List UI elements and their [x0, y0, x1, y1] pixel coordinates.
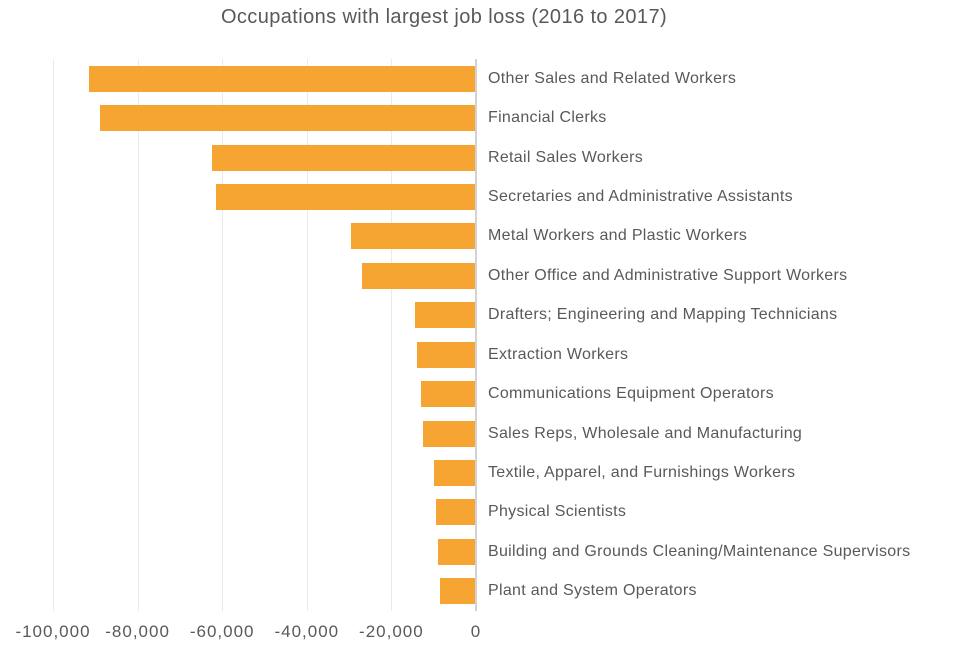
zero-axis-line	[475, 59, 477, 611]
category-label: Sales Reps, Wholesale and Manufacturing	[488, 424, 803, 442]
bar-2	[99, 105, 476, 132]
bar-4	[215, 183, 476, 210]
bar-row	[53, 571, 476, 610]
category-labels-column: Other Sales and Related Workers Financial…	[488, 59, 910, 611]
bar-row	[53, 335, 476, 374]
category-label: Building and Grounds Cleaning/Maintenanc…	[488, 542, 911, 560]
bar-series	[53, 59, 476, 611]
bar-row	[53, 177, 476, 216]
category-label: Extraction Workers	[488, 345, 629, 363]
category-label: Plant and System Operators	[488, 582, 697, 600]
bar-row	[53, 256, 476, 295]
x-axis-tick-label: -100,000	[15, 622, 91, 641]
bar-12	[435, 499, 476, 526]
bar-1	[88, 65, 476, 92]
bar-row	[53, 59, 476, 98]
bar-9	[421, 381, 476, 408]
category-label: Drafters; Engineering and Mapping Techni…	[488, 306, 838, 324]
bar-row	[53, 296, 476, 335]
category-label: Other Sales and Related Workers	[488, 69, 737, 87]
gridline	[53, 59, 54, 611]
category-label: Metal Workers and Plastic Workers	[488, 227, 748, 245]
category-label: Textile, Apparel, and Furnishings Worker…	[488, 463, 796, 481]
bar-row	[53, 414, 476, 453]
bar-row	[53, 493, 476, 532]
bar-row	[53, 532, 476, 571]
bar-7	[414, 302, 476, 329]
category-label: Retail Sales Workers	[488, 148, 644, 166]
gridline	[306, 59, 308, 611]
x-axis-tick-label: -40,000	[274, 622, 340, 641]
chart-title: Occupations with largest job loss (2016 …	[220, 6, 668, 28]
x-axis: -100,000 -80,000 -60,000 -40,000 -20,000 0	[15, 611, 480, 653]
chart-body: Other Sales and Related Workers Financial…	[53, 59, 960, 611]
bar-14	[440, 578, 476, 605]
gridline	[222, 59, 224, 611]
bar-3	[211, 144, 476, 171]
bar-row	[53, 138, 476, 177]
bar-11	[433, 459, 476, 486]
category-label: Secretaries and Administrative Assistant…	[488, 187, 793, 205]
bar-13	[437, 538, 476, 565]
bar-row	[53, 98, 476, 137]
category-label: Other Office and Administrative Support …	[488, 266, 848, 284]
bar-8	[416, 341, 476, 368]
x-axis-tick-label: -60,000	[189, 622, 255, 641]
x-axis-tick-label: -80,000	[105, 622, 170, 641]
bar-6	[361, 262, 476, 289]
x-axis-tick-label: -20,000	[359, 622, 424, 641]
category-label: Financial Clerks	[488, 109, 607, 127]
gridline	[391, 59, 393, 611]
x-axis-tick-label: 0	[470, 622, 482, 641]
bar-10	[423, 420, 476, 447]
bar-5	[351, 223, 476, 250]
plot-area	[53, 59, 477, 611]
bar-row	[53, 453, 476, 492]
category-label: Physical Scientists	[488, 503, 627, 521]
bar-row	[53, 217, 476, 256]
bar-row	[53, 374, 476, 413]
gridline	[137, 59, 139, 611]
category-label: Communications Equipment Operators	[488, 385, 774, 403]
